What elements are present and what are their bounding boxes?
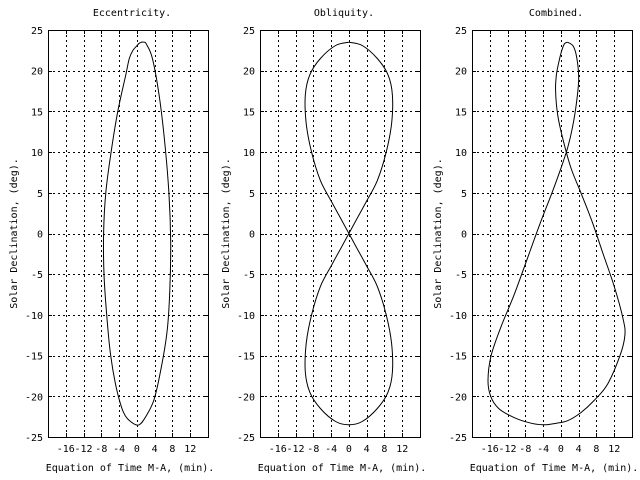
y-axis-label: Solar Declination, (deg). — [433, 158, 444, 309]
x-tick-label: -8 — [307, 444, 319, 455]
chart-title: Obliquity. — [314, 8, 374, 19]
x-tick-label: -4 — [325, 444, 337, 455]
x-tick-label: -8 — [519, 444, 531, 455]
y-tick-label: 15 — [455, 107, 467, 118]
y-tick-label: 5 — [249, 189, 255, 200]
y-tick-label: 0 — [37, 230, 43, 241]
y-tick-label: 5 — [37, 189, 43, 200]
y-tick-label: -15 — [237, 352, 255, 363]
series-line-eccentricity — [102, 41, 172, 426]
chart-panel-1: -16 -12 -8 -4 0 4 8 12 -25 -20 -15 -10 -5 0 5 10 15 20 25 E… — [9, 8, 214, 474]
x-tick-label: -12 — [499, 444, 517, 455]
y-tick-label: -20 — [237, 392, 255, 403]
chart-title: Combined. — [529, 8, 583, 19]
x-tick-label: 0 — [558, 444, 564, 455]
y-tick-label: -25 — [25, 433, 43, 444]
x-tick-label: 4 — [576, 444, 582, 455]
y-tick-label: -5 — [31, 270, 43, 281]
y-tick-label: 20 — [455, 67, 467, 78]
chart-panel-3: -16 -12 -8 -4 0 4 8 12 -25 -20 -15 -10 -5 0 5 10 15 20 25 C… — [433, 8, 638, 474]
y-tick-label: 25 — [455, 26, 467, 37]
x-tick-label: 8 — [381, 444, 387, 455]
x-tick-label: 12 — [396, 444, 408, 455]
x-tick-label: -4 — [113, 444, 125, 455]
chart-panel-2: -16 -12 -8 -4 0 4 8 12 -25 -20 -15 -10 -5 0 5 10 15 20 25 O… — [221, 8, 426, 474]
y-tick-label: 15 — [243, 107, 255, 118]
y-tick-label: -25 — [237, 433, 255, 444]
y-tick-label: -5 — [455, 270, 467, 281]
x-tick-label: -4 — [537, 444, 549, 455]
y-tick-label: 0 — [249, 230, 255, 241]
y-tick-label: -5 — [243, 270, 255, 281]
y-axis-label: Solar Declination, (deg). — [221, 158, 232, 309]
x-axis-label: Equation of Time M-A, (min). — [258, 463, 427, 474]
x-axis-label: Equation of Time M-A, (min). — [470, 463, 639, 474]
series-line-obliquity — [304, 41, 394, 426]
y-tick-label: -20 — [449, 392, 467, 403]
x-tick-label: 8 — [593, 444, 599, 455]
x-axis-label: Equation of Time M-A, (min). — [46, 463, 215, 474]
x-tick-label: -16 — [269, 444, 287, 455]
y-axis-label: Solar Declination, (deg). — [9, 158, 20, 309]
y-tick-label: 5 — [461, 189, 467, 200]
y-tick-label: -25 — [449, 433, 467, 444]
x-tick-label: -12 — [75, 444, 93, 455]
y-tick-label: 20 — [31, 67, 43, 78]
x-tick-label: 8 — [169, 444, 175, 455]
x-tick-label: 0 — [346, 444, 352, 455]
y-tick-label: -15 — [25, 352, 43, 363]
y-tick-label: 10 — [31, 148, 43, 159]
y-tick-label: 10 — [243, 148, 255, 159]
x-tick-label: 12 — [608, 444, 620, 455]
x-tick-label: -16 — [57, 444, 75, 455]
chart-title: Eccentricity. — [93, 8, 171, 19]
y-tick-label: -15 — [449, 352, 467, 363]
x-tick-label: 4 — [152, 444, 158, 455]
x-tick-label: -12 — [287, 444, 305, 455]
y-tick-label: 0 — [461, 230, 467, 241]
x-tick-label: -8 — [95, 444, 107, 455]
y-tick-label: -10 — [449, 311, 467, 322]
y-tick-label: 15 — [31, 107, 43, 118]
y-tick-label: 25 — [243, 26, 255, 37]
y-tick-label: -10 — [25, 311, 43, 322]
y-tick-label: 10 — [455, 148, 467, 159]
x-tick-label: 4 — [364, 444, 370, 455]
x-tick-label: 12 — [184, 444, 196, 455]
y-tick-label: -20 — [25, 392, 43, 403]
series-line-combined — [487, 41, 626, 426]
y-tick-label: 20 — [243, 67, 255, 78]
x-tick-label: 0 — [134, 444, 140, 455]
y-tick-label: 25 — [31, 26, 43, 37]
y-tick-label: -10 — [237, 311, 255, 322]
x-tick-label: -16 — [481, 444, 499, 455]
